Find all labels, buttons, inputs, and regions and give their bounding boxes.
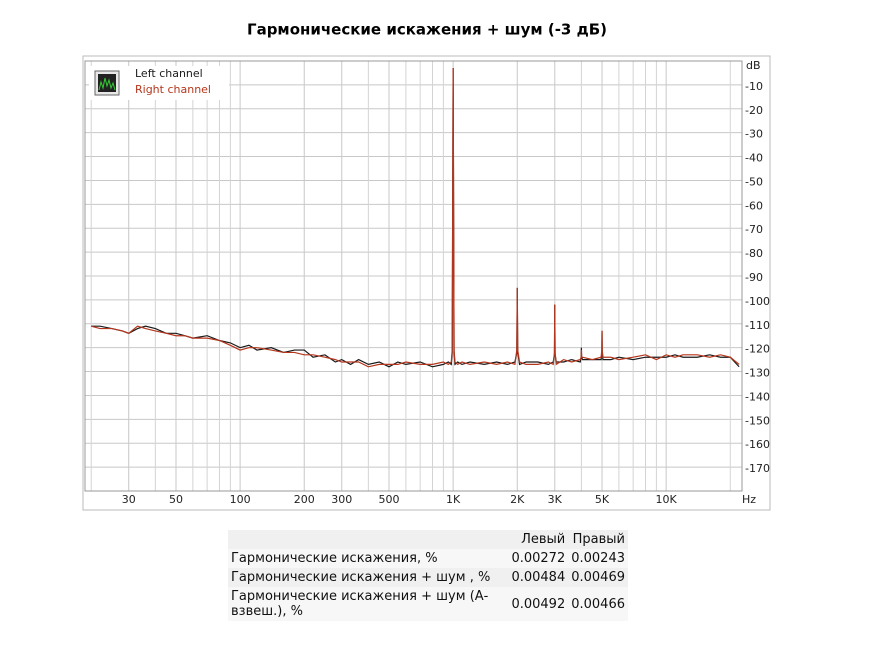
legend-label: Right channel <box>135 83 211 96</box>
y-tick-label: -160 <box>745 438 770 451</box>
x-tick-label: 10K <box>656 493 678 506</box>
y-tick-label: -40 <box>745 152 763 165</box>
x-tick-label: 50 <box>169 493 183 506</box>
chart: Гармонические искажения + шум (-3 дБ) Le… <box>82 21 771 511</box>
value-cell: 0.00492 <box>511 596 566 612</box>
x-tick-label: 500 <box>379 493 400 506</box>
table-row: Гармонические искажения + шум , % 0.00484… <box>228 568 628 587</box>
y-tick-label: -170 <box>745 462 770 475</box>
x-tick-label: 3K <box>548 493 563 506</box>
y-tick-label: -70 <box>745 223 763 236</box>
y-unit: dB <box>746 59 761 72</box>
lines <box>91 68 740 368</box>
results-table: Левый Правый Гармонические искажения, % 0.0… <box>228 530 628 621</box>
y-tick-label: -110 <box>745 319 770 332</box>
x-tick-label: 2K <box>510 493 525 506</box>
y-tick-label: -140 <box>745 390 770 403</box>
header-cell-empty <box>228 530 508 549</box>
y-tick-label: -50 <box>745 175 763 188</box>
x-unit: Hz <box>742 493 756 506</box>
y-tick-label: -100 <box>745 295 770 308</box>
x-tick-label: 1K <box>446 493 461 506</box>
x-tick-label: 300 <box>331 493 352 506</box>
legend-icon-trace <box>98 77 116 91</box>
y-tick-label: -90 <box>745 271 763 284</box>
y-tick-label: -20 <box>745 104 763 117</box>
legend-label: Left channel <box>135 67 203 80</box>
value-cell: 0.00466 <box>571 596 625 612</box>
row-label: Гармонические искажения, % <box>231 551 438 566</box>
row-label: Гармонические искажения + шум , % <box>231 570 491 585</box>
x-tick-label: 30 <box>122 493 136 506</box>
table-row: Гармонические искажения + шум (А-взвеш.)… <box>228 587 628 621</box>
y-tick-label: -80 <box>745 247 763 260</box>
ticks: -10 -20 -30 -40 -50 -60 -70 -80 -90 -100 -110 -120 -… <box>122 59 770 506</box>
value-cell: 0.00469 <box>571 570 625 585</box>
y-tick-label: -130 <box>745 367 770 380</box>
y-tick-label: -60 <box>745 199 763 212</box>
grid <box>85 61 742 491</box>
value-cell: 0.00243 <box>571 551 625 566</box>
series-line <box>91 68 740 368</box>
y-tick-label: -150 <box>745 414 770 427</box>
y-tick-label: -120 <box>745 343 770 356</box>
value-cell: 0.00272 <box>511 551 566 566</box>
value-cell: 0.00484 <box>511 570 566 585</box>
x-tick-label: 5K <box>595 493 610 506</box>
header-cell: Левый <box>521 532 566 547</box>
legend: Left channel Right channel <box>89 66 229 100</box>
x-tick-label: 200 <box>294 493 315 506</box>
chart-title: Гармонические искажения + шум (-3 дБ) <box>247 21 607 39</box>
x-tick-label: 100 <box>230 493 251 506</box>
chart-frame <box>82 55 771 511</box>
plot-frame <box>84 60 743 492</box>
table-header-row: Левый Правый <box>228 530 628 549</box>
y-tick-label: -10 <box>745 80 763 93</box>
y-tick-label: -30 <box>745 128 763 141</box>
table-row: Гармонические искажения, % 0.00272 0.00243 <box>228 549 628 568</box>
header-cell: Правый <box>572 532 625 547</box>
row-label: Гармонические искажения + шум (А-взвеш.)… <box>231 589 489 619</box>
